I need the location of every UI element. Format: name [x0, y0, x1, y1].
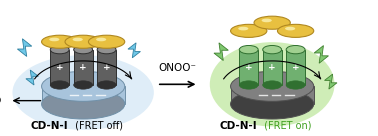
Circle shape — [42, 35, 78, 48]
Text: CD-N-I: CD-N-I — [30, 120, 68, 131]
Text: +: + — [103, 63, 110, 72]
Ellipse shape — [231, 89, 314, 119]
Ellipse shape — [12, 55, 154, 130]
Text: +: + — [245, 63, 253, 72]
Polygon shape — [128, 43, 140, 58]
Polygon shape — [26, 70, 39, 85]
Ellipse shape — [263, 81, 282, 89]
Text: (FRET off): (FRET off) — [72, 120, 123, 131]
Ellipse shape — [50, 81, 69, 89]
Text: +: + — [56, 63, 64, 72]
Ellipse shape — [286, 81, 305, 89]
Text: (FRET on): (FRET on) — [261, 120, 311, 131]
Circle shape — [254, 16, 290, 29]
Circle shape — [49, 38, 59, 41]
Bar — [286, 50, 305, 85]
Text: CD: CD — [0, 96, 2, 106]
Bar — [231, 86, 314, 104]
Circle shape — [231, 24, 267, 37]
Bar — [97, 50, 116, 85]
Ellipse shape — [231, 71, 314, 101]
Circle shape — [65, 35, 101, 48]
Text: +: + — [292, 63, 299, 72]
Ellipse shape — [97, 45, 116, 54]
Polygon shape — [324, 74, 337, 89]
Polygon shape — [214, 43, 228, 61]
Ellipse shape — [263, 45, 282, 54]
Bar — [239, 50, 258, 85]
Ellipse shape — [42, 89, 125, 119]
Bar — [50, 50, 69, 85]
Ellipse shape — [74, 45, 93, 54]
Ellipse shape — [239, 45, 258, 54]
Text: ONOO⁻: ONOO⁻ — [159, 63, 197, 73]
Bar — [74, 50, 93, 85]
Polygon shape — [17, 39, 32, 56]
Ellipse shape — [239, 81, 258, 89]
Ellipse shape — [42, 71, 125, 101]
Circle shape — [285, 27, 295, 30]
Text: +: + — [79, 63, 87, 72]
Bar — [263, 50, 282, 85]
Circle shape — [73, 38, 83, 41]
Circle shape — [88, 35, 125, 48]
Circle shape — [238, 27, 248, 30]
Circle shape — [262, 19, 272, 22]
Text: CD-N-I: CD-N-I — [219, 120, 257, 131]
Circle shape — [96, 38, 106, 41]
Bar — [42, 86, 125, 104]
Polygon shape — [314, 46, 328, 63]
Ellipse shape — [97, 81, 116, 89]
Ellipse shape — [210, 42, 335, 126]
Ellipse shape — [74, 81, 93, 89]
Ellipse shape — [286, 45, 305, 54]
Text: +: + — [268, 63, 276, 72]
Ellipse shape — [50, 45, 69, 54]
Circle shape — [277, 24, 314, 37]
